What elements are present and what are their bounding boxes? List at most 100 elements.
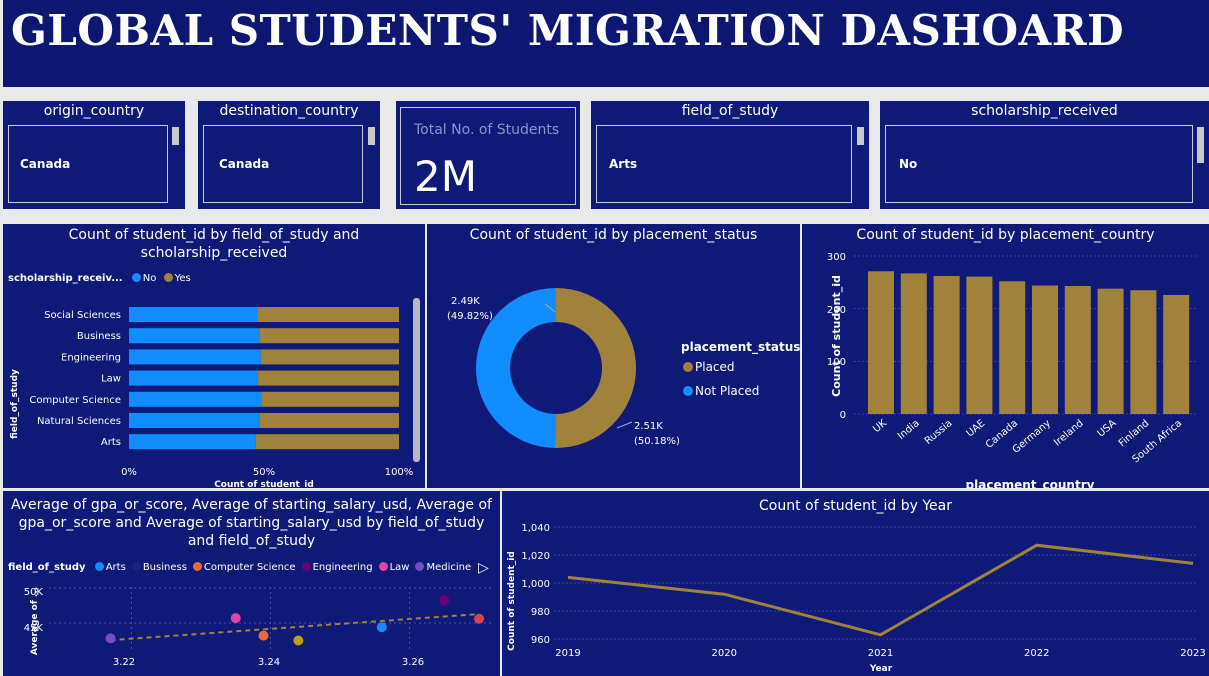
slicer-field-list[interactable]: Arts [596, 125, 852, 203]
bar-no-social-sciences[interactable] [129, 307, 258, 322]
slicer-scholarship-list[interactable]: No [885, 125, 1193, 203]
xtick-100: 100% [385, 467, 414, 478]
scatter-legend-label-business: Business [142, 562, 187, 573]
scatter-legend-business[interactable]: Business [131, 562, 187, 573]
donut-slice-placed[interactable] [554, 288, 636, 448]
slicer-origin-scrollbar[interactable] [172, 127, 179, 145]
country-bar-germany[interactable] [1032, 285, 1058, 414]
scatter-legend-medicine[interactable]: Medicine [415, 562, 471, 573]
legend-next-arrow-icon[interactable]: ▷ [478, 560, 489, 576]
country-label-ireland: Ireland [1052, 418, 1086, 449]
placement-status-chart[interactable]: Count of student_id by placement_status … [427, 224, 800, 488]
legend-no[interactable]: No [131, 273, 156, 284]
slicer-scholarship-scrollbar[interactable] [1197, 127, 1204, 163]
bar-no-business[interactable] [129, 328, 260, 344]
country-label-russia: Russia [923, 418, 955, 447]
field-scholarship-scrollbar[interactable] [413, 298, 420, 462]
scatter-point-1[interactable] [230, 613, 241, 624]
country-bar-ireland[interactable] [1064, 286, 1091, 414]
legend-yes[interactable]: Yes [163, 273, 191, 284]
label-not-placed-value: 2.49K [451, 296, 480, 307]
country-bar-uae[interactable] [966, 276, 993, 414]
year-chart-ylabel: Count of student_id [507, 551, 517, 651]
bar-yes-social-sciences[interactable] [257, 307, 399, 322]
country-bar-south-africa[interactable] [1163, 294, 1190, 414]
country-bar-india[interactable] [900, 273, 927, 414]
donut-slice-not-placed[interactable] [475, 288, 556, 448]
bar-yes-arts[interactable] [255, 434, 399, 450]
label-not-placed-pct: (49.82%) [447, 311, 493, 322]
country-bar-finland[interactable] [1130, 290, 1157, 414]
slicer-origin-list[interactable]: Canada [8, 125, 168, 203]
legend-title: scholarship_receiv... [8, 273, 123, 284]
scatter-point-3[interactable] [293, 635, 304, 646]
country-bar-russia[interactable] [933, 276, 960, 414]
donut-legend-not-placed[interactable]: Not Placed [695, 384, 759, 398]
xtick-50: 50% [253, 467, 275, 478]
scatter-point-6[interactable] [474, 613, 485, 624]
scatter-point-2[interactable] [258, 630, 269, 641]
slicer-scholarship[interactable]: scholarship_received No [880, 101, 1209, 209]
label-placed-value: 2.51K [634, 421, 663, 432]
scatter-xtick-322: 3.22 [113, 657, 135, 668]
bar-yes-law[interactable] [258, 370, 399, 386]
gpa-salary-chart[interactable]: Average of gpa_or_score, Average of star… [3, 491, 500, 676]
scatter-point-0[interactable] [105, 633, 116, 644]
bar-no-natural-sciences[interactable] [129, 413, 260, 428]
slicer-destination-scrollbar[interactable] [368, 127, 375, 145]
placement-country-svg: Count of student_id 0 100 200 300 UK Indi… [827, 252, 1197, 488]
bar-yes-natural-sciences[interactable] [259, 413, 399, 428]
country-bar-usa[interactable] [1097, 288, 1124, 414]
slicer-field-value[interactable]: Arts [609, 157, 638, 171]
year-chart-title: Count of student_id by Year [759, 498, 952, 514]
donut-legend-not-placed-dot [683, 386, 693, 396]
leader-not-placed [544, 303, 556, 313]
bar-no-arts[interactable] [129, 434, 256, 450]
kpi-value: 2M [414, 152, 477, 201]
scatter-legend-dot-arts [94, 562, 104, 571]
bar-no-computer-science[interactable] [129, 391, 262, 407]
slicer-scholarship-value[interactable]: No [899, 157, 918, 171]
country-bar-uk[interactable] [868, 271, 894, 414]
scatter-legend-engineering[interactable]: Engineering [301, 562, 373, 573]
bar-yes-engineering[interactable] [260, 349, 399, 365]
field-scholarship-chart[interactable]: Count of student_id by field_of_study an… [3, 224, 425, 488]
scatter-legend-law[interactable]: Law [378, 562, 409, 573]
kpi-card-frame: Total No. of Students 2M [400, 107, 576, 205]
bar-cat-arts: Arts [101, 437, 121, 448]
donut-legend-placed[interactable]: Placed [695, 360, 735, 374]
bar-cat-natural-sciences: Natural Sciences [37, 416, 121, 427]
slicer-origin-country[interactable]: origin_country Canada [3, 101, 185, 209]
scatter-ytick-50k: 50K [24, 587, 44, 598]
placement-country-ylabel: Count of student_id [830, 275, 843, 397]
year-chart-svg: Count of student_id 960 980 1,000 1,020 1,04… [507, 523, 1206, 674]
slicer-field-scrollbar[interactable] [857, 127, 864, 145]
slicer-field-of-study[interactable]: field_of_study Arts [591, 101, 869, 209]
slicer-destination-value[interactable]: Canada [219, 157, 270, 171]
scatter-legend-computer-science[interactable]: Computer Science [192, 562, 296, 573]
xtick-0: 0% [121, 467, 137, 478]
bar-yes-computer-science[interactable] [261, 391, 399, 407]
scatter-legend-arts[interactable]: Arts [94, 562, 126, 573]
placement-country-chart[interactable]: Count of student_id by placement_country… [802, 224, 1209, 488]
year-line[interactable] [567, 543, 1194, 637]
slicer-origin-value[interactable]: Canada [20, 157, 71, 171]
slicer-destination-list[interactable]: Canada [203, 125, 363, 203]
scatter-point-5[interactable] [439, 595, 450, 606]
bar-no-law[interactable] [129, 370, 259, 386]
bar-yes-business[interactable] [259, 328, 399, 344]
year-ytick-980: 980 [531, 607, 550, 618]
country-label-uae: UAE [965, 418, 988, 440]
year-chart[interactable]: Count of student_id by Year Count of stu… [502, 491, 1209, 676]
placement-status-title: Count of student_id by placement_status [469, 227, 758, 243]
country-bar-canada[interactable] [999, 281, 1026, 414]
bar-cat-computer-science: Computer Science [29, 395, 121, 406]
gpa-salary-title-1: Average of gpa_or_score, Average of star… [11, 497, 492, 513]
year-xtick-2020: 2020 [712, 648, 737, 659]
placement-country-title: Count of student_id by placement_country [856, 227, 1155, 243]
slicer-destination-country[interactable]: destination_country Canada [198, 101, 380, 209]
bar-no-engineering[interactable] [129, 349, 261, 365]
scatter-point-4[interactable] [376, 622, 387, 633]
gpa-salary-legend: field_of_study Arts Business Computer Scie… [8, 562, 471, 573]
scatter-legend-label-engineering: Engineering [312, 562, 373, 573]
